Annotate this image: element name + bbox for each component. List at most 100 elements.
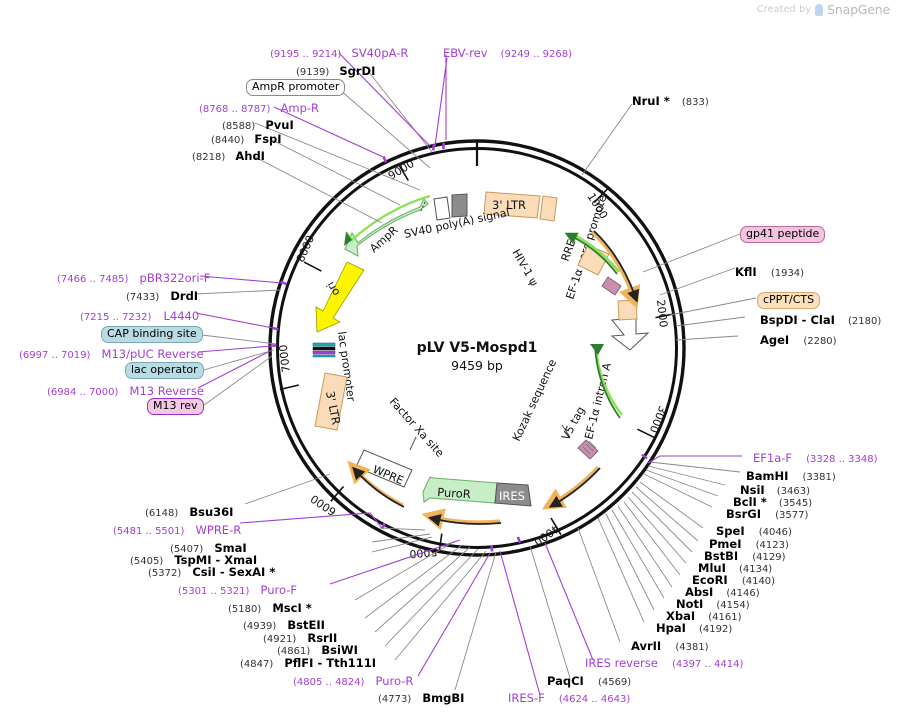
label-fspi[interactable]: (8440) FspI bbox=[211, 130, 282, 146]
feature-3ltr-left: 3' LTR bbox=[314, 372, 348, 431]
label-ecori-text: EcoRI bbox=[692, 573, 728, 587]
label-rsrii-text: RsrII bbox=[307, 631, 338, 645]
label-m13-reverse[interactable]: (6984 .. 7000) M13 Reverse bbox=[47, 382, 204, 398]
label-ebv-rev[interactable]: EBV-rev (9249 .. 9268) bbox=[443, 44, 572, 60]
label-sv40pa-r[interactable]: (9195 .. 9214) SV40pA-R bbox=[270, 44, 408, 60]
label-avrii[interactable]: AvrII (4381) bbox=[631, 637, 709, 653]
label-tspmi-xmai-text: TspMI - XmaI bbox=[174, 553, 258, 567]
label-lac-operator[interactable]: lac operator bbox=[125, 362, 204, 379]
label-msci-text: MscI * bbox=[272, 601, 312, 615]
label-hpai[interactable]: HpaI (4192) bbox=[656, 619, 732, 635]
label-absi-pos: (4146) bbox=[726, 588, 760, 599]
label-ecori[interactable]: EcoRI (4140) bbox=[692, 571, 775, 587]
label-sgrdi[interactable]: (9139) SgrDI bbox=[296, 62, 375, 78]
leader-lines-top-right-primer bbox=[434, 55, 448, 147]
label-ires-reverse[interactable]: IRES reverse (4397 .. 4414) bbox=[585, 654, 743, 670]
tick-label-7000: 7000 bbox=[277, 344, 293, 373]
label-spei-pos: (4046) bbox=[758, 527, 792, 538]
label-nrui-text: NruI * bbox=[632, 94, 670, 108]
label-paqci[interactable]: PaqCI (4569) bbox=[547, 672, 631, 688]
label-smai[interactable]: (5407) SmaI bbox=[170, 539, 247, 555]
label-puro-f-text: Puro-F bbox=[260, 583, 298, 597]
label-ef1a-f-pos: (3328 .. 3348) bbox=[806, 454, 878, 465]
label-ecori-pos: (4140) bbox=[741, 576, 776, 587]
label-m13-puc-reverse[interactable]: (6997 .. 7019) M13/pUC Reverse bbox=[19, 345, 204, 361]
label-pbr322ori-f[interactable]: (7466 .. 7485) pBR322ori-F bbox=[57, 269, 210, 285]
feature-ires: IRES bbox=[494, 482, 532, 507]
label-kfli[interactable]: KflI (1934) bbox=[735, 263, 804, 279]
label-tspmi-xmai[interactable]: (5405) TspMI - XmaI bbox=[130, 551, 257, 567]
feature-label-ires: IRES bbox=[499, 489, 525, 503]
label-puro-r[interactable]: (4805 .. 4824) Puro-R bbox=[293, 672, 413, 688]
label-bsrgi[interactable]: BsrGI (3577) bbox=[726, 505, 808, 521]
label-mlui[interactable]: MluI (4134) bbox=[698, 559, 772, 575]
label-sv40pa-r-pos: (9195 .. 9214) bbox=[270, 49, 342, 60]
decor-arc-green-topright bbox=[564, 232, 621, 275]
label-ahdi-text: AhdI bbox=[235, 149, 265, 163]
label-xbai[interactable]: XbaI (4161) bbox=[666, 607, 742, 623]
label-mlui-text: MluI bbox=[698, 561, 726, 575]
label-puro-f[interactable]: (5301 .. 5321) Puro-F bbox=[178, 581, 297, 597]
label-csii-sexai[interactable]: (5372) CsiI - SexAI * bbox=[148, 563, 275, 579]
label-ampr-promoter[interactable]: AmpR promoter bbox=[246, 79, 346, 96]
label-smai-text: SmaI bbox=[214, 541, 247, 555]
label-m13-rev[interactable]: M13 rev bbox=[147, 398, 204, 415]
label-absi[interactable]: AbsI (4146) bbox=[685, 583, 760, 599]
label-bmgbi-pos: (4773) bbox=[378, 694, 412, 705]
label-ires-f-text: IRES-F bbox=[508, 691, 545, 705]
watermark-brand: SnapGene bbox=[827, 2, 890, 17]
label-cap-binding-site[interactable]: CAP binding site bbox=[101, 326, 203, 343]
label-pflfi-tth111i-text: PflFI - Tth111I bbox=[284, 656, 377, 670]
label-pbr322ori-f-pos: (7466 .. 7485) bbox=[57, 274, 129, 285]
leader-lines-right-lower-primer bbox=[499, 455, 742, 696]
label-bmgbi[interactable]: (4773) BmgBI bbox=[378, 689, 464, 705]
label-paqci-pos: (4569) bbox=[597, 677, 632, 688]
label-pmei-text: PmeI bbox=[709, 537, 742, 551]
label-bspdi-clai[interactable]: BspDI - ClaI (2180) bbox=[760, 311, 881, 327]
label-pflfi-tth111i[interactable]: (4847) PflFI - Tth111I bbox=[240, 654, 376, 670]
label-bcli[interactable]: BclI * (3545) bbox=[733, 493, 812, 509]
label-l4440-text: L4440 bbox=[163, 309, 200, 323]
label-bstbi[interactable]: BstBI (4129) bbox=[704, 547, 786, 563]
label-drdi[interactable]: (7433) DrdI bbox=[126, 287, 198, 303]
label-ires-f[interactable]: IRES-F (4624 .. 4643) bbox=[508, 689, 630, 705]
label-cppt-cts[interactable]: cPPT/CTS bbox=[757, 292, 821, 309]
label-bamhi[interactable]: BamHI (3381) bbox=[746, 467, 836, 483]
label-gp41-peptide[interactable]: gp41 peptide bbox=[740, 226, 826, 243]
leader-lines-bottom-left-primer bbox=[239, 512, 491, 677]
label-msci[interactable]: (5180) MscI * bbox=[228, 599, 312, 615]
label-avrii-text: AvrII bbox=[631, 639, 662, 653]
label-agei-pos: (2280) bbox=[803, 336, 837, 347]
label-noti[interactable]: NotI (4154) bbox=[676, 595, 750, 611]
label-spei[interactable]: SpeI (4046) bbox=[716, 522, 792, 538]
label-ahdi[interactable]: (8218) AhdI bbox=[192, 147, 265, 163]
label-pmei[interactable]: PmeI (4123) bbox=[709, 535, 789, 551]
label-tspmi-xmai-pos: (5405) bbox=[130, 556, 164, 567]
label-m13-puc-reverse-text: M13/pUC Reverse bbox=[101, 347, 204, 361]
label-l4440[interactable]: (7215 .. 7232) L4440 bbox=[80, 307, 199, 323]
label-pvui[interactable]: (8588) PvuI bbox=[222, 116, 294, 132]
label-nrui[interactable]: NruI * (833) bbox=[632, 92, 709, 108]
feature-ori: ori bbox=[315, 261, 365, 333]
plasmid-title: pLV V5-Mospd1 bbox=[417, 340, 538, 356]
label-ires-reverse-text: IRES reverse bbox=[585, 656, 658, 670]
feature-label-3ltr-left: 3' LTR bbox=[323, 390, 343, 426]
label-ebv-rev-text: EBV-rev bbox=[443, 46, 488, 60]
label-fspi-text: FspI bbox=[254, 132, 282, 146]
label-wpre-r[interactable]: (5481 .. 5501) WPRE-R bbox=[113, 521, 241, 537]
label-ef1a-f[interactable]: EF1a-F (3328 .. 3348) bbox=[753, 449, 878, 465]
label-nrui-pos: (833) bbox=[681, 97, 709, 108]
label-pmei-pos: (4123) bbox=[755, 540, 789, 551]
leader-lines-right bbox=[642, 233, 757, 341]
label-msci-pos: (5180) bbox=[228, 604, 262, 615]
label-nsii[interactable]: NsiI (3463) bbox=[740, 481, 810, 497]
label-amp-r[interactable]: (8768 .. 8787) Amp-R bbox=[199, 99, 319, 115]
label-bsu36i[interactable]: (6148) Bsu36I bbox=[145, 503, 233, 519]
label-rsrii[interactable]: (4921) RsrII bbox=[263, 629, 337, 645]
label-bsiwi-pos: (4861) bbox=[277, 646, 311, 657]
label-bsiwi[interactable]: (4861) BsiWI bbox=[277, 641, 358, 657]
snapgene-watermark: Created by SnapGene bbox=[757, 2, 890, 17]
label-agei[interactable]: AgeI (2280) bbox=[760, 331, 837, 347]
label-bsteii[interactable]: (4939) BstEII bbox=[243, 616, 325, 632]
